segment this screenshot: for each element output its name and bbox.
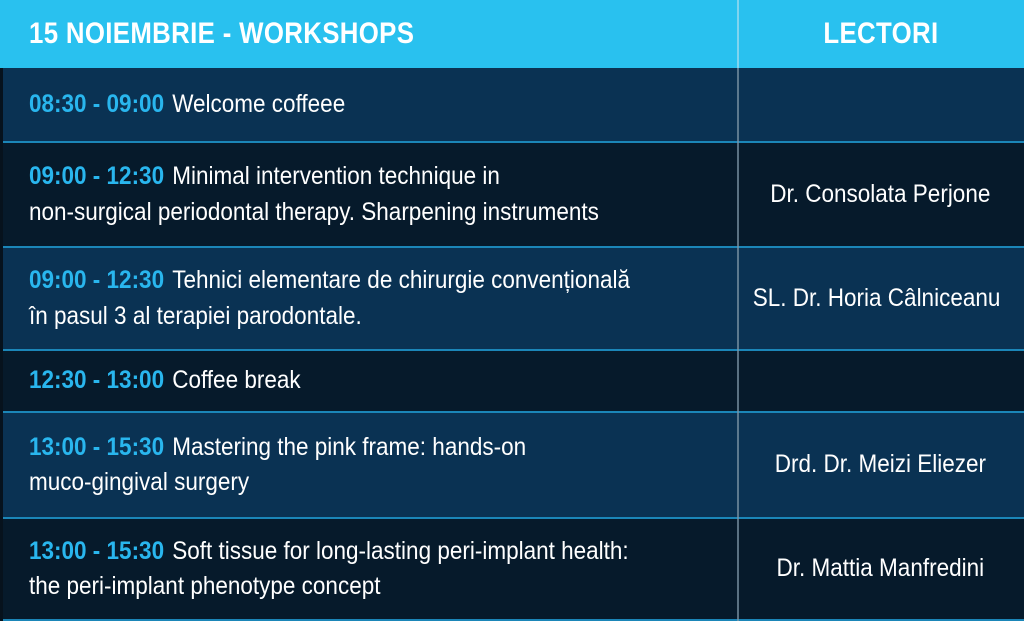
session-time: 13:00 - 15:30 — [29, 536, 165, 565]
lecturer-cell: Drd. Dr. Meizi Eliezer — [737, 413, 1024, 517]
table-row: 13:00 - 15:30 Mastering the pink frame: h… — [0, 413, 1024, 519]
session-title: Welcome coffeee — [172, 89, 346, 118]
session-cell: 13:00 - 15:30 Soft tissue for long-lastin… — [0, 519, 737, 619]
lecturer-cell: Dr. Consolata Perjone — [737, 143, 1024, 246]
lecturer-name: Drd. Dr. Meizi Eliezer — [774, 450, 987, 479]
table-header: 15 NOIEMBRIE - WORKSHOPS LECTORI — [0, 0, 1024, 68]
session-title-line1: Tehnici elementare de chirurgie convenți… — [172, 266, 630, 294]
session-time: 09:00 - 12:30 — [29, 162, 165, 190]
session-cell: 09:00 - 12:30 Tehnici elementare de chiru… — [0, 248, 729, 349]
session-title-line2: în pasul 3 al terapiei parodontale. — [29, 301, 362, 330]
table-row: 13:00 - 15:30 Soft tissue for long-lastin… — [0, 519, 1024, 621]
session-text: 09:00 - 12:30 Minimal intervention techni… — [29, 159, 654, 230]
session-title-line2: muco-gingival surgery — [29, 468, 250, 496]
session-time: 12:30 - 13:00 — [29, 366, 165, 395]
table-body: 08:30 - 09:00 Welcome coffeee 09:00 - 12:3… — [0, 68, 1024, 621]
session-time: 13:00 - 15:30 — [29, 432, 165, 461]
table-row: 09:00 - 12:30 Tehnici elementare de chiru… — [0, 248, 1024, 351]
session-title-line1: Minimal intervention technique in — [172, 162, 500, 190]
session-cell: 13:00 - 15:30 Mastering the pink frame: h… — [0, 413, 737, 517]
table-row: 08:30 - 09:00 Welcome coffeee — [0, 68, 1024, 143]
lecturer-name: Dr. Mattia Manfredini — [776, 554, 985, 583]
lecturer-name: SL. Dr. Horia Câlniceanu — [752, 283, 1001, 312]
session-title-line1: Soft tissue for long-lasting peri-implan… — [172, 536, 629, 565]
table-header-lecturers-column: LECTORI — [737, 0, 1024, 68]
session-title-line2: non-surgical periodontal therapy. Sharpe… — [29, 197, 599, 226]
session-text: 09:00 - 12:30 Tehnici elementare de chiru… — [29, 263, 646, 334]
schedule-day-title: 15 NOIEMBRIE - WORKSHOPS — [29, 17, 415, 50]
session-time: 08:30 - 09:00 — [29, 89, 165, 118]
lecturer-cell: SL. Dr. Horia Câlniceanu — [729, 248, 1024, 349]
session-text: 13:00 - 15:30 Soft tissue for long-lastin… — [29, 534, 654, 605]
session-cell: 09:00 - 12:30 Minimal intervention techni… — [0, 143, 737, 246]
session-text: 12:30 - 13:00 Coffee break — [29, 363, 654, 399]
session-cell: 12:30 - 13:00 Coffee break — [0, 351, 737, 411]
table-row: 12:30 - 13:00 Coffee break — [0, 351, 1024, 413]
session-text: 08:30 - 09:00 Welcome coffeee — [29, 87, 654, 123]
lecturer-name: Dr. Consolata Perjone — [770, 179, 991, 208]
session-title: Coffee break — [172, 366, 301, 395]
table-header-sessions-column: 15 NOIEMBRIE - WORKSHOPS — [0, 0, 737, 68]
session-text: 13:00 - 15:30 Mastering the pink frame: h… — [29, 430, 654, 501]
header-column-divider — [737, 0, 739, 68]
lecturers-column-title: LECTORI — [822, 17, 939, 50]
session-cell: 08:30 - 09:00 Welcome coffeee — [0, 68, 737, 141]
lecturer-cell: Dr. Mattia Manfredini — [737, 519, 1024, 619]
lecturer-cell — [737, 68, 1024, 141]
session-title-line2: the peri-implant phenotype concept — [29, 572, 381, 600]
table-row: 09:00 - 12:30 Minimal intervention techni… — [0, 143, 1024, 248]
session-title-line1: Mastering the pink frame: hands-on — [172, 432, 527, 461]
lecturer-cell — [737, 351, 1024, 411]
session-time: 09:00 - 12:30 — [29, 266, 165, 294]
